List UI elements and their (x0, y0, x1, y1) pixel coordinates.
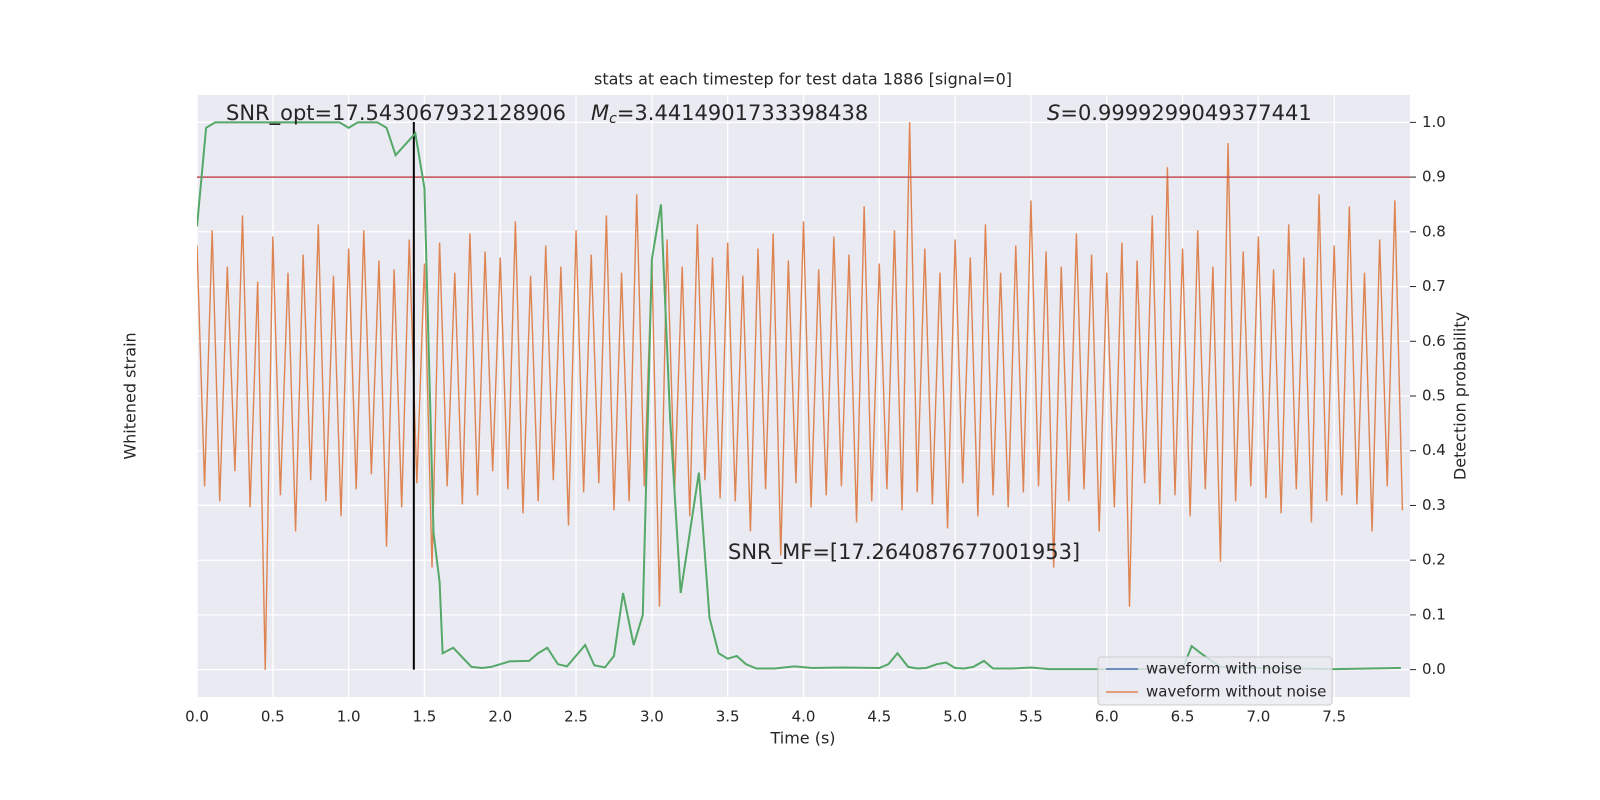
annotation: SNR_MF=[17.264087677001953] (728, 540, 1080, 565)
x-tick-label: 4.0 (792, 708, 816, 726)
legend-label: waveform without noise (1146, 683, 1326, 701)
x-tick-label: 7.5 (1322, 708, 1346, 726)
x-tick-label: 1.0 (337, 708, 361, 726)
x-tick-label: 0.0 (185, 708, 209, 726)
y2-tick-label: 0.5 (1422, 387, 1446, 405)
x-tick-label: 6.5 (1171, 708, 1195, 726)
y2-tick-label: 0.1 (1422, 605, 1446, 623)
x-axis-label: Time (s) (769, 729, 835, 748)
annotation-text: SNR_opt=17.543067932128906 (226, 101, 566, 126)
x-tick-label: 4.5 (867, 708, 891, 726)
x-tick-label: 3.0 (640, 708, 664, 726)
chart-title: stats at each timestep for test data 188… (594, 70, 1012, 89)
annotation-text: =0.9999299049377441 (1060, 101, 1311, 125)
annotation-text: =3.4414901733398438 (617, 101, 868, 125)
y2-tick-label: 0.8 (1422, 222, 1446, 240)
y-axis-label: Whitened strain (121, 332, 140, 459)
y2-tick-label: 0.0 (1422, 660, 1446, 678)
x-tick-label: 6.0 (1095, 708, 1119, 726)
x-tick-label: 5.5 (1019, 708, 1043, 726)
x-tick-label: 5.0 (943, 708, 967, 726)
y2-tick-label: 0.9 (1422, 168, 1446, 186)
y2-tick-label: 0.7 (1422, 277, 1446, 295)
annotation-subscript: c (609, 111, 617, 127)
y2-tick-label: 0.2 (1422, 551, 1446, 569)
legend-box (1097, 656, 1333, 706)
annotation-symbol: S (1047, 101, 1060, 125)
y2-tick-label: 0.6 (1422, 332, 1446, 350)
probability-line (197, 121, 1401, 671)
x-tick-label: 7.0 (1246, 708, 1270, 726)
legend-label: waveform with noise (1146, 660, 1302, 678)
waveform-line (197, 122, 1404, 670)
annotation: S=0.9999299049377441 (1047, 101, 1312, 125)
x-tick-label: 2.5 (564, 708, 588, 726)
x-tick-label: 1.5 (413, 708, 437, 726)
annotation: Mc=3.4414901733398438 (591, 101, 868, 127)
x-tick-label: 3.5 (716, 708, 740, 726)
y2-tick-label: 1.0 (1422, 113, 1446, 131)
y2-tick-label: 0.4 (1422, 441, 1446, 459)
y2-tick-label: 0.3 (1422, 496, 1446, 514)
y2-axis-label: Detection probability (1451, 312, 1470, 480)
x-tick-label: 0.5 (261, 708, 285, 726)
annotation-symbol: M (591, 101, 609, 125)
x-tick-label: 2.0 (488, 708, 512, 726)
annotation: SNR_opt=17.543067932128906 (226, 101, 566, 126)
annotation-text: SNR_MF=[17.264087677001953] (728, 540, 1080, 565)
